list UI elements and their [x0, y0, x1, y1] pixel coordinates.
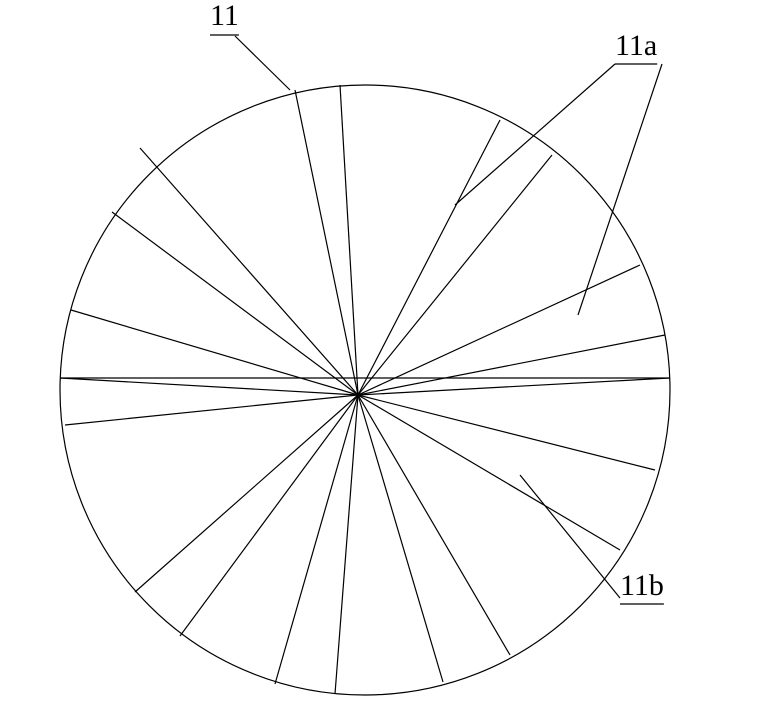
wedge-line	[358, 395, 510, 655]
label-11: 11	[210, 0, 239, 32]
technical-diagram: 11 11a 11b	[0, 0, 773, 717]
leader-line	[520, 475, 620, 598]
wedge-line	[60, 378, 358, 395]
wedge-lines-group	[60, 85, 670, 694]
wedge-line	[275, 395, 358, 684]
leader-line	[455, 64, 615, 205]
wedge-line	[358, 335, 665, 395]
leader-line	[235, 36, 290, 90]
leader-lines-group	[235, 36, 662, 598]
wedge-line	[335, 395, 358, 694]
label-11b: 11b	[620, 569, 664, 602]
wedge-line	[358, 378, 670, 395]
wedge-line	[358, 395, 655, 470]
wedge-line	[71, 310, 358, 395]
wedge-line	[358, 265, 640, 395]
wedge-line	[112, 212, 358, 395]
wedge-line	[358, 155, 552, 395]
wedge-line	[358, 120, 500, 395]
wedge-line	[140, 148, 358, 395]
wedge-line	[65, 395, 358, 425]
label-11a: 11a	[615, 29, 657, 62]
outer-circle	[60, 85, 670, 695]
wedge-line	[180, 395, 358, 636]
leader-line	[578, 64, 662, 315]
wedge-line	[135, 395, 358, 592]
